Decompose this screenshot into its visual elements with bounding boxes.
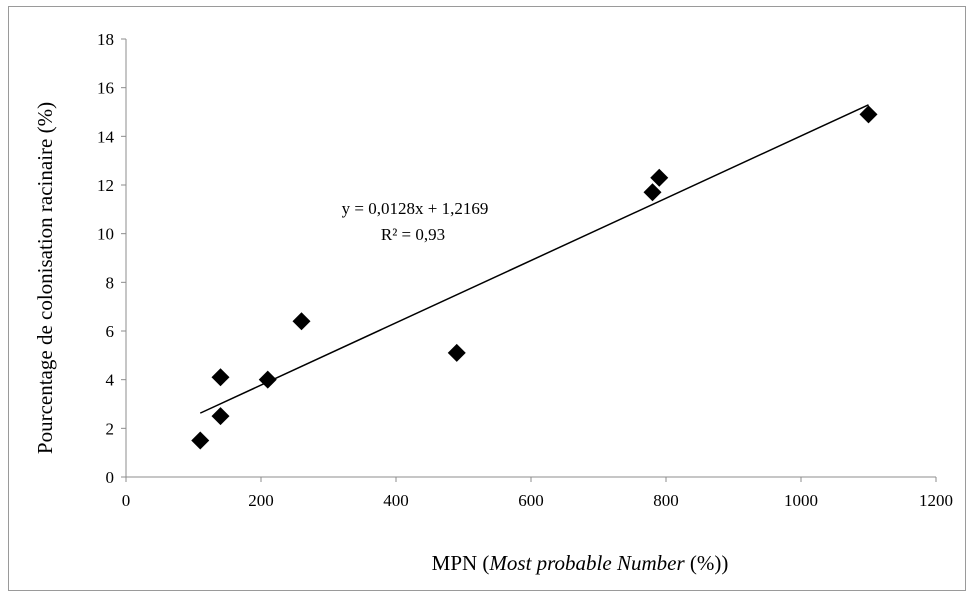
data-point [643, 183, 662, 202]
y-tick-label: 16 [97, 79, 114, 98]
x-tick-label: 400 [383, 491, 409, 510]
x-axis-title-prefix: MPN ( [432, 551, 490, 575]
chart-frame [8, 6, 966, 591]
data-point [211, 368, 230, 387]
x-axis-title-suffix: (%)) [685, 551, 729, 575]
x-tick-label: 1200 [919, 491, 953, 510]
trendline [199, 104, 869, 414]
y-tick-label: 18 [97, 30, 114, 49]
data-point [859, 105, 878, 124]
x-tick-label: 800 [653, 491, 679, 510]
y-tick-label: 6 [106, 322, 115, 341]
x-axis-title: MPN (Most probable Number (%)) [432, 551, 729, 575]
y-axis-title: Pourcentage de colonisation racinaire (%… [33, 102, 57, 454]
y-tick-label: 10 [97, 225, 114, 244]
data-points [191, 105, 878, 450]
y-tick-label: 8 [106, 273, 115, 292]
x-tick-label: 0 [122, 491, 131, 510]
y-tick-label: 2 [106, 419, 115, 438]
y-tick-label: 0 [106, 468, 115, 487]
data-point [650, 168, 669, 187]
data-point [292, 312, 311, 331]
x-tick-label: 200 [248, 491, 274, 510]
x-tick-label: 600 [518, 491, 544, 510]
y-tick-label: 12 [97, 176, 114, 195]
data-point [211, 407, 230, 426]
data-point [447, 343, 466, 362]
axes [125, 39, 936, 478]
y-tick-label: 4 [106, 371, 115, 390]
x-tick-label: 1000 [784, 491, 818, 510]
trendline-equation: y = 0,0128x + 1,2169 [342, 199, 489, 218]
y-ticks: 0 2 4 6 8 10 12 14 16 18 [97, 30, 126, 487]
trendline-r2: R² = 0,93 [381, 225, 445, 244]
y-tick-label: 14 [97, 127, 115, 146]
x-axis-title-italic: Most probable Number [488, 551, 685, 575]
data-point [191, 431, 210, 450]
x-ticks: 0 200 400 600 800 1000 1200 [122, 477, 953, 510]
data-point [258, 370, 277, 389]
